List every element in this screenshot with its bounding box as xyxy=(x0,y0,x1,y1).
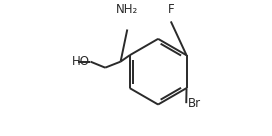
Text: Br: Br xyxy=(188,97,201,110)
Text: F: F xyxy=(168,3,174,16)
Text: NH₂: NH₂ xyxy=(116,3,138,16)
Text: HO: HO xyxy=(72,55,90,68)
